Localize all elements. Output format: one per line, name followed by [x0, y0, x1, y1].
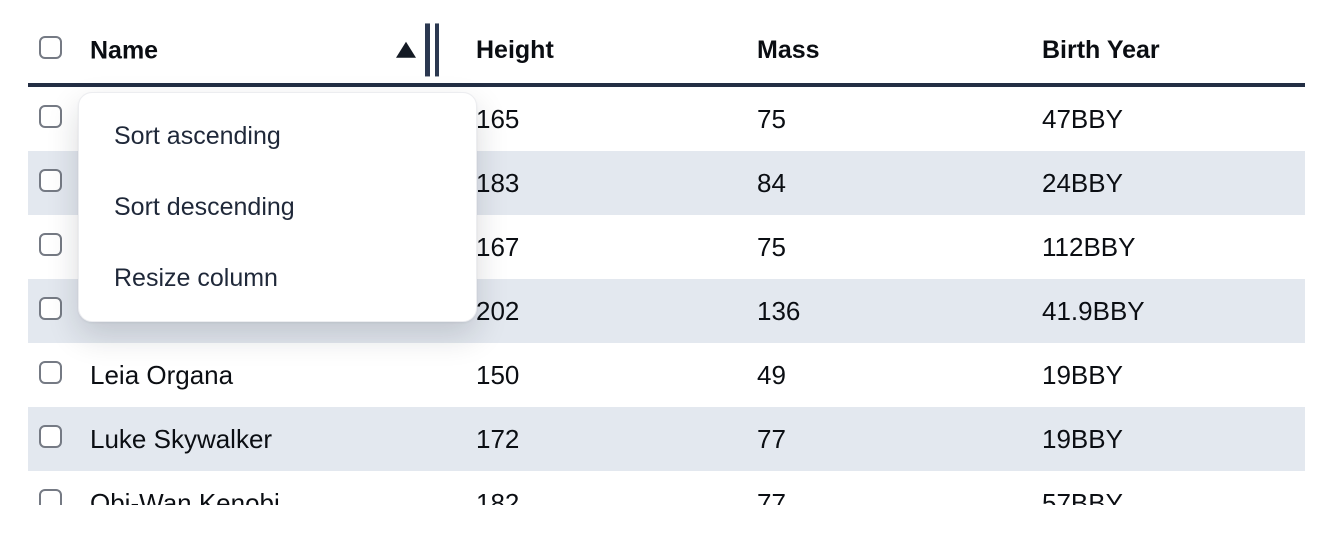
cell-height: 183 [476, 167, 520, 198]
cell-mass: 84 [757, 167, 786, 198]
cell-name: Luke Skywalker [90, 423, 273, 454]
select-all-cell [28, 35, 90, 66]
cell-birth-year: 19BBY [1042, 359, 1123, 390]
row-checkbox[interactable] [39, 232, 62, 256]
data-table: Name Height Mass Birth Year 165 75 47BBY… [28, 0, 1305, 505]
cell-birth-year: 41.9BBY [1042, 295, 1145, 326]
cell-birth-year: 24BBY [1042, 167, 1123, 198]
resize-bar-left [425, 22, 430, 76]
menu-item-resize-column[interactable]: Resize column [114, 264, 278, 292]
row-checkbox[interactable] [39, 296, 62, 320]
cell-height: 150 [476, 359, 520, 390]
cell-height: 172 [476, 423, 520, 454]
table-row[interactable]: 165 75 47BBY [28, 87, 1305, 151]
cell-birth-year: 19BBY [1042, 423, 1123, 454]
cell-mass: 75 [757, 103, 786, 134]
sort-ascending-icon [396, 41, 416, 58]
column-header-birth-year[interactable]: Birth Year [1042, 36, 1160, 64]
table-row[interactable]: 167 75 112BBY [28, 215, 1305, 279]
row-checkbox[interactable] [39, 360, 62, 384]
row-checkbox[interactable] [39, 104, 62, 128]
column-header-name-label: Name [90, 36, 159, 64]
cell-height: 165 [476, 103, 520, 134]
cell-mass: 49 [757, 359, 786, 390]
menu-item-sort-ascending[interactable]: Sort ascending [114, 122, 281, 150]
cell-name: Obi-Wan Kenobi [90, 487, 280, 506]
column-header-height[interactable]: Height [476, 36, 554, 64]
cell-mass: 136 [757, 295, 801, 326]
cell-name: Leia Organa [90, 359, 234, 390]
row-checkbox[interactable] [39, 424, 62, 448]
cell-height: 202 [476, 295, 520, 326]
table-row[interactable]: Luke Skywalker 172 77 19BBY [28, 407, 1305, 471]
cell-height: 182 [476, 487, 520, 506]
table-row[interactable]: Obi-Wan Kenobi 182 77 57BBY [28, 471, 1305, 505]
column-resize-handle-icon[interactable] [425, 22, 439, 76]
column-header-name[interactable]: Name [90, 18, 476, 83]
cell-height: 167 [476, 231, 520, 262]
cell-mass: 77 [757, 423, 786, 454]
menu-item-sort-descending[interactable]: Sort descending [114, 193, 295, 221]
row-checkbox[interactable] [39, 488, 62, 505]
cell-mass: 77 [757, 487, 786, 506]
resize-bar-right [434, 22, 439, 76]
select-all-checkbox[interactable] [39, 35, 62, 59]
table-row[interactable]: Leia Organa 150 49 19BBY [28, 343, 1305, 407]
row-checkbox[interactable] [39, 168, 62, 192]
column-header-mass[interactable]: Mass [757, 36, 820, 64]
cell-birth-year: 47BBY [1042, 103, 1123, 134]
cell-mass: 75 [757, 231, 786, 262]
cell-birth-year: 57BBY [1042, 487, 1123, 506]
cell-birth-year: 112BBY [1042, 231, 1136, 262]
table-header-row: Name Height Mass Birth Year [28, 0, 1305, 87]
column-context-menu: Sort ascending Sort descending Resize co… [78, 92, 477, 322]
